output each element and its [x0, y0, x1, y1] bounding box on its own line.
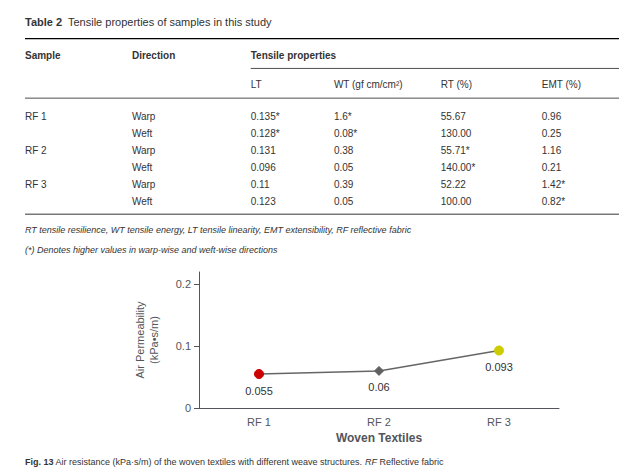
- svg-text:0.39: 0.39: [334, 179, 354, 190]
- svg-text:Sample: Sample: [25, 50, 61, 61]
- svg-text:Tensile properties: Tensile properties: [251, 50, 337, 61]
- svg-text:0.1: 0.1: [176, 340, 191, 352]
- svg-text:RT (%): RT (%): [441, 79, 472, 90]
- svg-text:130.00: 130.00: [441, 128, 472, 139]
- svg-text:(kPa•s/m): (kPa•s/m): [148, 316, 160, 364]
- svg-text:LT: LT: [251, 79, 262, 90]
- svg-text:0.38: 0.38: [334, 145, 354, 156]
- svg-text:Warp: Warp: [132, 111, 156, 122]
- svg-text:Woven Textiles: Woven Textiles: [336, 431, 423, 445]
- svg-text:RF: RF: [365, 457, 377, 467]
- svg-text:RF 2: RF 2: [25, 145, 47, 156]
- svg-text:0.093: 0.093: [485, 361, 513, 373]
- svg-text:0.128*: 0.128*: [251, 128, 280, 139]
- svg-text:0.06: 0.06: [368, 381, 389, 393]
- svg-text:Warp: Warp: [132, 179, 156, 190]
- svg-text:Direction: Direction: [132, 50, 175, 61]
- svg-text:0.2: 0.2: [176, 278, 191, 290]
- svg-text:1.42*: 1.42*: [542, 179, 565, 190]
- svg-text:RF 1: RF 1: [25, 111, 47, 122]
- svg-text:EMT (%): EMT (%): [542, 79, 581, 90]
- svg-text:140.00*: 140.00*: [441, 162, 476, 173]
- svg-text:55.71*: 55.71*: [441, 145, 470, 156]
- svg-text:0.135*: 0.135*: [251, 111, 280, 122]
- svg-text:1.16: 1.16: [542, 145, 562, 156]
- svg-text:0.131: 0.131: [251, 145, 276, 156]
- svg-text:(*) Denotes higher values in w: (*) Denotes higher values in warp-wise a…: [25, 245, 278, 255]
- svg-text:0.08*: 0.08*: [334, 128, 357, 139]
- svg-text:Warp: Warp: [132, 145, 156, 156]
- svg-text:Air Permeability: Air Permeability: [134, 301, 146, 379]
- svg-text:100.00: 100.00: [441, 196, 472, 207]
- svg-text:0.05: 0.05: [334, 196, 354, 207]
- svg-text:0.82*: 0.82*: [542, 196, 565, 207]
- svg-text:Fig. 13: Fig. 13: [25, 457, 54, 467]
- svg-text:RF 1: RF 1: [247, 416, 271, 428]
- svg-text:0.25: 0.25: [542, 128, 562, 139]
- svg-text:0: 0: [185, 402, 191, 414]
- svg-text:Weft: Weft: [132, 196, 153, 207]
- svg-text:0.96: 0.96: [542, 111, 562, 122]
- svg-text:Reflective fabric: Reflective fabric: [377, 457, 444, 467]
- svg-text:0.05: 0.05: [334, 162, 354, 173]
- svg-text:0.096: 0.096: [251, 162, 276, 173]
- svg-text:Air resistance (kPa·s/m) of th: Air resistance (kPa·s/m) of the woven te…: [54, 457, 365, 467]
- svg-text:Weft: Weft: [132, 128, 153, 139]
- svg-text:RF 3: RF 3: [487, 416, 511, 428]
- svg-text:Tensile properties of samples: Tensile properties of samples in this st…: [62, 16, 272, 28]
- svg-text:0.055: 0.055: [245, 385, 273, 397]
- svg-text:52.22: 52.22: [441, 179, 466, 190]
- svg-text:Table 2: Table 2: [25, 16, 62, 28]
- svg-text:WT (gf cm/cm²): WT (gf cm/cm²): [334, 79, 403, 90]
- svg-text:0.21: 0.21: [542, 162, 562, 173]
- svg-text:0.11: 0.11: [251, 179, 270, 190]
- svg-text:0.123: 0.123: [251, 196, 276, 207]
- svg-text:1.6*: 1.6*: [334, 111, 352, 122]
- svg-text:Weft: Weft: [132, 162, 153, 173]
- svg-text:RT tensile resilience, WT tens: RT tensile resilience, WT tensile energy…: [25, 225, 412, 235]
- svg-text:RF 3: RF 3: [25, 179, 47, 190]
- svg-text:RF 2: RF 2: [367, 416, 391, 428]
- svg-text:55.67: 55.67: [441, 111, 466, 122]
